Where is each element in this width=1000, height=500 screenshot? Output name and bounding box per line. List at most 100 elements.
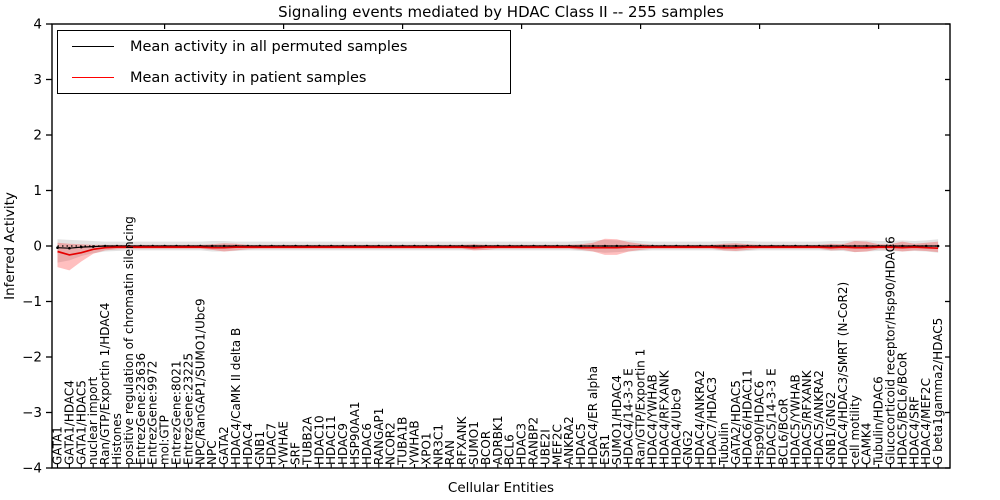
x-tick-label: ESR1 <box>598 434 612 465</box>
x-tick-label: RAN <box>443 440 457 465</box>
x-tick-label: Histones <box>110 413 124 465</box>
x-tick-label: HDAC4/CaMK II delta B <box>229 328 243 465</box>
x-tick-label: MEF2C <box>550 424 564 465</box>
x-tick-label: TUBB2A <box>300 416 314 466</box>
x-tick-label: GNB1 <box>253 431 267 465</box>
x-tick-label: UBE2I <box>538 429 552 465</box>
x-tick-label: XPO1 <box>419 432 433 465</box>
legend: Mean activity in all permuted samples Me… <box>57 30 511 94</box>
x-tick-label: HDAC4/ER alpha <box>586 366 600 465</box>
x-tick-label: CAMK4 <box>860 423 874 465</box>
x-tick-label: HDAC5/ANKRA2 <box>812 370 826 465</box>
x-tick-label: HDAC4/MEF2C <box>919 378 933 465</box>
x-tick-label: EntrezGene:23225 <box>181 353 195 465</box>
x-tick-label: BCL6/BCoR <box>776 398 790 465</box>
x-tick-label: GATA2/HDAC5 <box>729 380 743 465</box>
x-tick-label: HDAC7/HDAC3 <box>705 377 719 465</box>
x-tick-label: Ran/GTP/Exportin 1 <box>634 349 648 465</box>
x-tick-label: SRF <box>289 442 303 465</box>
x-tick-label: HDAC5/YWHAB <box>788 374 802 465</box>
x-tick-label: HDAC4 <box>241 423 255 465</box>
x-tick-label: YWHAE <box>277 421 291 466</box>
x-tick-label: G beta1gamma2/HDAC5 <box>931 318 945 465</box>
y-axis-label: Inferred Activity <box>2 192 18 300</box>
x-tick-label: GATA1 <box>51 426 65 465</box>
x-axis-label: Cellular Entities <box>448 480 554 496</box>
series-line-1 <box>57 246 939 256</box>
x-tick-label: cell motility <box>848 395 862 465</box>
legend-label-permuted: Mean activity in all permuted samples <box>130 38 408 55</box>
x-tick-label: TUBA1B <box>396 417 410 466</box>
x-tick-label: EntrezGene:23636 <box>134 353 148 465</box>
x-tick-label: HDAC4/RFXANK <box>657 369 671 465</box>
x-tick-label: Ran/GTP/Exportin 1/HDAC4 <box>98 303 112 465</box>
x-tick-label: HDAC4/YWHAB <box>646 374 660 465</box>
x-tick-label: HDAC3 <box>515 423 529 465</box>
x-tick-label: Tubulin <box>717 422 731 466</box>
y-tick-label: 2 <box>33 128 42 144</box>
x-tick-label: nuclear import <box>86 376 100 465</box>
y-tick-label: −2 <box>22 350 42 366</box>
red-line-sample-icon <box>72 77 114 78</box>
x-tick-label: RFXANK <box>455 415 469 465</box>
y-tick-label: −1 <box>22 294 42 310</box>
x-tick-label: HDAC5/BCL6/BCoR <box>895 352 909 465</box>
x-tick-label: GATA2 <box>217 426 231 465</box>
x-tick-label: GNB1/GNG2 <box>824 392 838 465</box>
x-tick-label: mol:GTP <box>158 415 172 465</box>
x-tick-label: HDAC5/RFXANK <box>800 369 814 465</box>
x-tick-label: HDAC4/SRF <box>907 396 921 465</box>
x-tick-label: HDAC4/14-3-3 E <box>622 368 636 465</box>
permuted-samples-range-band <box>57 239 939 263</box>
x-tick-label: NPC/RanGAP1/SUMO1/Ubc9 <box>193 298 207 465</box>
x-tick-label: HSP90AA1 <box>348 401 362 465</box>
x-tick-label: GATA1/HDAC5 <box>74 380 88 465</box>
x-tick-label: RANGAP1 <box>372 408 386 465</box>
x-tick-label: HDAC4/ANKRA2 <box>693 370 707 465</box>
y-tick-label: −4 <box>22 461 42 477</box>
x-tick-label: positive regulation of chromatin silenci… <box>122 216 136 465</box>
x-tick-label: ANKRA2 <box>562 416 576 465</box>
x-tick-label: HDAC4/HDAC3/SMRT (N-CoR2) <box>836 282 850 465</box>
x-tick-label: HDAC6 <box>360 423 374 465</box>
x-tick-label: HDAC5/14-3-3 E <box>765 368 779 465</box>
x-tick-label: HDAC10 <box>312 415 326 465</box>
x-tick-label: Tubulin/HDAC6 <box>872 376 886 466</box>
y-tick-label: 0 <box>33 239 42 255</box>
x-tick-label: BCL6 <box>503 434 517 465</box>
x-tick-label: HDAC6/HDAC11 <box>741 369 755 465</box>
y-tick-label: −3 <box>22 405 42 421</box>
black-line-sample-icon <box>72 46 114 47</box>
x-tick-label: YWHAB <box>408 420 422 466</box>
x-tick-label: NPC <box>205 440 219 465</box>
x-tick-label: Glucocorticoid receptor/Hsp90/HDAC6 <box>884 236 898 465</box>
x-tick-label: EntrezGene:9972 <box>146 361 160 466</box>
x-tick-label: ADRBK1 <box>491 415 505 465</box>
y-tick-label: 3 <box>33 72 42 88</box>
y-tick-label: 4 <box>33 17 42 33</box>
plot-title: Signaling events mediated by HDAC Class … <box>278 3 724 21</box>
x-tick-label: HDAC7 <box>265 423 279 465</box>
top-axis-ticks <box>164 24 880 29</box>
x-tick-label: EntrezGene:8021 <box>170 361 184 466</box>
legend-label-patient: Mean activity in patient samples <box>130 69 367 86</box>
x-tick-label: HDAC4/Ubc9 <box>669 388 683 465</box>
x-tick-label: SUMO1/HDAC4 <box>610 375 624 465</box>
legend-item-permuted: Mean activity in all permuted samples <box>58 31 510 62</box>
y-tick-label: 1 <box>33 183 42 199</box>
y-axis-ticks: 4 3 2 1 0 −1 −2 −3 −4 <box>22 17 950 477</box>
x-tick-label: NCOR2 <box>384 422 398 465</box>
x-axis-ticks <box>56 464 939 468</box>
x-tick-label: BCOR <box>479 431 493 465</box>
x-tick-label: Hsp90/HDAC6 <box>753 381 767 465</box>
x-tick-label: HDAC11 <box>324 415 338 465</box>
x-tick-label: HDAC5 <box>574 423 588 465</box>
x-tick-label: SUMO1 <box>467 421 481 465</box>
x-tick-label: NR3C1 <box>431 424 445 465</box>
x-tick-label: GATA1/HDAC4 <box>62 380 76 465</box>
x-tick-label: RANBP2 <box>527 417 541 465</box>
x-tick-label: GNG2 <box>681 430 695 465</box>
